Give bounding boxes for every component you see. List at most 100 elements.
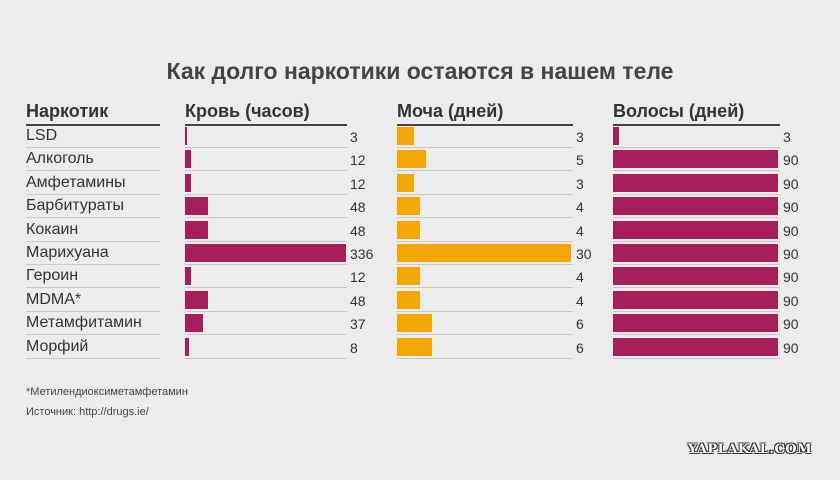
row-divider bbox=[26, 170, 160, 172]
row-divider bbox=[397, 357, 573, 359]
row-divider bbox=[185, 147, 347, 148]
bar-hair bbox=[613, 267, 778, 286]
value-label-blood: 48 bbox=[350, 199, 366, 216]
drug-label: Героин bbox=[26, 267, 79, 285]
row-divider bbox=[613, 147, 780, 148]
chart-title: Как долго наркотики остаются в нашем тел… bbox=[166, 58, 674, 84]
row-divider bbox=[613, 264, 780, 265]
row-divider bbox=[26, 217, 160, 219]
value-label-urine: 4 bbox=[576, 222, 584, 239]
bar-hair bbox=[613, 150, 778, 169]
bar-urine bbox=[397, 337, 432, 356]
value-label-urine: 30 bbox=[576, 246, 592, 262]
bar-hair bbox=[613, 127, 619, 145]
value-label-urine: 4 bbox=[576, 292, 584, 309]
value-label-blood: 37 bbox=[350, 316, 366, 333]
row-divider bbox=[185, 287, 347, 289]
value-label-blood: 8 bbox=[350, 339, 358, 356]
bar-urine bbox=[397, 150, 426, 169]
drug-label: Метамфитамин bbox=[26, 314, 142, 332]
row-divider bbox=[185, 334, 347, 336]
row-divider bbox=[185, 217, 347, 219]
value-label-blood: 336 bbox=[350, 246, 374, 262]
bar-hair bbox=[613, 314, 778, 333]
value-label-hair: 3 bbox=[783, 129, 791, 145]
value-label-hair: 90 bbox=[783, 199, 799, 216]
bar-hair bbox=[613, 337, 778, 356]
header-blood: Кровь (часов) bbox=[185, 101, 347, 126]
bar-urine bbox=[397, 127, 415, 145]
bar-blood bbox=[185, 337, 189, 356]
bar-blood bbox=[185, 267, 191, 286]
header-drug: Наркотик bbox=[26, 101, 160, 126]
row-divider bbox=[397, 240, 573, 242]
bar-urine bbox=[397, 220, 421, 239]
row-divider bbox=[185, 357, 347, 359]
header-hair: Волосы (дней) bbox=[613, 101, 780, 126]
bar-blood bbox=[185, 197, 208, 216]
value-label-blood: 48 bbox=[350, 292, 366, 309]
value-label-blood: 48 bbox=[350, 222, 366, 239]
value-label-urine: 3 bbox=[576, 129, 584, 145]
value-label-urine: 5 bbox=[576, 152, 584, 169]
bar-hair bbox=[613, 244, 778, 262]
row-divider bbox=[26, 357, 160, 359]
value-label-hair: 90 bbox=[783, 316, 799, 333]
row-divider bbox=[397, 264, 573, 265]
drug-label: Алкоголь bbox=[26, 150, 94, 168]
row-divider bbox=[397, 170, 573, 172]
bar-blood bbox=[185, 220, 208, 239]
footnote: *Метилендиоксиметамфетамин bbox=[26, 386, 188, 398]
row-divider bbox=[26, 147, 160, 148]
value-label-hair: 90 bbox=[783, 222, 799, 239]
row-divider bbox=[613, 357, 780, 359]
value-label-blood: 3 bbox=[350, 129, 358, 145]
value-label-urine: 6 bbox=[576, 316, 584, 333]
bar-blood bbox=[185, 314, 203, 333]
bar-urine bbox=[397, 197, 421, 216]
bar-blood bbox=[185, 173, 191, 192]
bar-urine bbox=[397, 244, 571, 262]
drug-label: Барбитураты bbox=[26, 197, 124, 215]
source-note: Источник: http://drugs.ie/ bbox=[26, 406, 149, 418]
value-label-hair: 90 bbox=[783, 339, 799, 356]
row-divider bbox=[185, 310, 347, 312]
bar-urine bbox=[397, 314, 432, 333]
value-label-urine: 4 bbox=[576, 269, 584, 286]
watermark-logo: YAPLAKAL.COM bbox=[687, 442, 812, 457]
row-divider bbox=[397, 310, 573, 312]
value-label-hair: 90 bbox=[783, 246, 799, 262]
value-label-hair: 90 bbox=[783, 152, 799, 169]
drug-label: Марихуана bbox=[26, 244, 109, 261]
row-divider bbox=[26, 310, 160, 312]
bar-blood bbox=[185, 150, 191, 169]
value-label-blood: 12 bbox=[350, 152, 366, 169]
bar-hair bbox=[613, 290, 778, 309]
drug-label: Морфий bbox=[26, 337, 89, 355]
bar-hair bbox=[613, 173, 778, 192]
row-divider bbox=[185, 240, 347, 242]
row-divider bbox=[613, 170, 780, 172]
row-divider bbox=[613, 334, 780, 336]
row-divider bbox=[26, 287, 160, 289]
row-divider bbox=[397, 147, 573, 148]
value-label-urine: 3 bbox=[576, 175, 584, 192]
row-divider bbox=[613, 193, 780, 195]
row-divider bbox=[613, 310, 780, 312]
bar-blood bbox=[185, 290, 208, 309]
drug-label: MDMA* bbox=[26, 290, 82, 308]
row-divider bbox=[26, 334, 160, 336]
bar-hair bbox=[613, 197, 778, 216]
value-label-blood: 12 bbox=[350, 269, 366, 286]
value-label-urine: 4 bbox=[576, 199, 584, 216]
header-urine: Моча (дней) bbox=[397, 101, 573, 126]
value-label-urine: 6 bbox=[576, 339, 584, 356]
row-divider bbox=[26, 193, 160, 195]
row-divider bbox=[397, 217, 573, 219]
bar-urine bbox=[397, 267, 421, 286]
bar-hair bbox=[613, 220, 778, 239]
row-divider bbox=[397, 287, 573, 289]
row-divider bbox=[613, 217, 780, 219]
row-divider bbox=[397, 193, 573, 195]
row-divider bbox=[185, 264, 347, 265]
